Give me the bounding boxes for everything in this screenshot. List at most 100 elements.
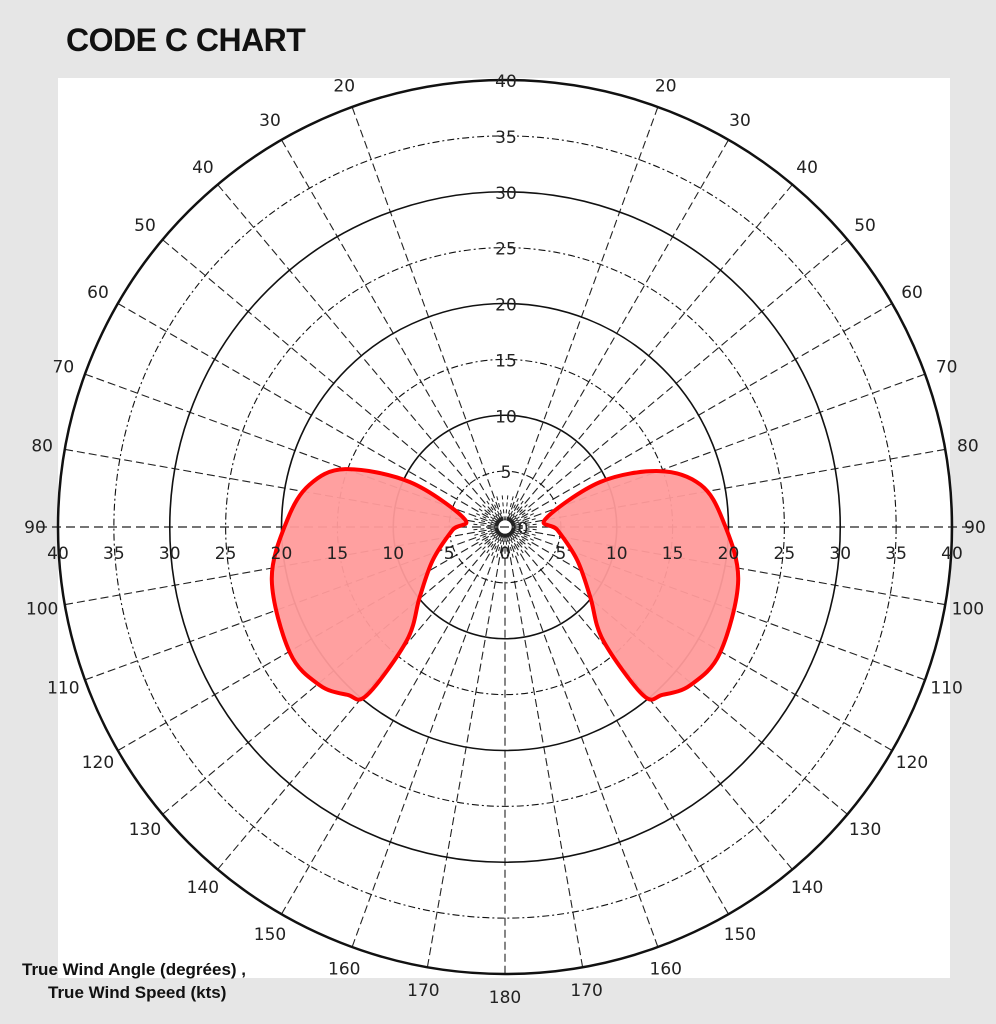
radial-gridline-170 bbox=[426, 533, 505, 968]
angle-tick-label: 40 bbox=[796, 158, 818, 178]
angle-tick-label: 50 bbox=[134, 216, 156, 236]
radial-gridline-50 bbox=[509, 239, 848, 524]
radial-gridline-minor bbox=[507, 532, 520, 558]
radial-gridline-20 bbox=[351, 106, 504, 521]
angle-tick-label: 100 bbox=[26, 600, 58, 620]
radial-gridline-minor bbox=[510, 512, 536, 525]
radial-gridline-minor bbox=[511, 527, 539, 531]
speed-tick-label: 0 bbox=[518, 519, 529, 539]
radial-gridline-30 bbox=[281, 139, 503, 522]
radial-gridline-minor bbox=[485, 499, 502, 522]
speed-ring-25 bbox=[225, 247, 785, 807]
radial-gridline-minor bbox=[509, 502, 530, 523]
angle-tick-label: 20 bbox=[333, 76, 355, 96]
radial-gridline-20 bbox=[506, 106, 659, 521]
axis-label: True Wind Angle (degrées) , True Wind Sp… bbox=[22, 958, 246, 1004]
speed-tick-label: 40 bbox=[495, 72, 517, 92]
radial-gridline-minor bbox=[510, 529, 536, 542]
speed-tick-label: 10 bbox=[495, 407, 517, 427]
speed-tick-label: 25 bbox=[774, 544, 796, 564]
radial-gridline-60 bbox=[510, 303, 893, 525]
radial-gridline-minor bbox=[501, 493, 505, 521]
speed-ring-20 bbox=[280, 302, 730, 752]
radial-gridline-40 bbox=[217, 184, 502, 523]
angle-tick-label: 160 bbox=[328, 960, 360, 980]
angle-tick-label: 70 bbox=[53, 357, 75, 377]
speed-tick-label: 30 bbox=[829, 544, 851, 564]
radial-gridline-minor bbox=[501, 533, 505, 561]
radial-gridline-40 bbox=[508, 184, 793, 523]
radial-gridline-minor bbox=[495, 533, 504, 560]
angle-tick-label: 50 bbox=[854, 216, 876, 236]
speed-tick-label: 25 bbox=[215, 544, 237, 564]
radial-gridline-minor bbox=[477, 530, 500, 547]
angle-tick-label: 120 bbox=[896, 753, 928, 773]
radial-gridline-minor bbox=[490, 496, 503, 522]
radial-gridline-160 bbox=[351, 533, 504, 948]
angle-tick-label: 130 bbox=[129, 820, 161, 840]
angle-tick-label: 30 bbox=[259, 111, 281, 131]
angle-tick-label: 90 bbox=[24, 518, 46, 538]
radial-gridline-minor bbox=[511, 528, 538, 537]
radial-gridline-minor bbox=[474, 512, 500, 525]
radial-gridline-minor bbox=[485, 532, 502, 555]
speed-tick-label: 35 bbox=[495, 128, 517, 148]
speed-tick-label: 5 bbox=[444, 544, 455, 564]
radial-gridline-60 bbox=[117, 303, 500, 525]
speed-tick-label: 15 bbox=[327, 544, 349, 564]
angle-tick-label: 70 bbox=[936, 357, 958, 377]
angle-tick-label: 90 bbox=[964, 518, 986, 538]
speed-tick-label: 20 bbox=[718, 544, 740, 564]
radial-gridline-minor bbox=[495, 494, 504, 521]
radial-gridline-minor bbox=[508, 499, 525, 522]
speed-tick-label: 25 bbox=[495, 240, 517, 260]
sail-range-port bbox=[269, 467, 469, 702]
speed-tick-label: 15 bbox=[495, 351, 517, 371]
angle-tick-label: 30 bbox=[729, 111, 751, 131]
angle-tick-label: 140 bbox=[187, 878, 219, 898]
radial-gridline-150 bbox=[507, 532, 729, 915]
angle-tick-label: 120 bbox=[82, 753, 114, 773]
speed-tick-label: 10 bbox=[606, 544, 628, 564]
radial-gridline-50 bbox=[162, 239, 501, 524]
radial-gridline-minor bbox=[505, 533, 509, 561]
sail-range-starboard bbox=[541, 469, 741, 702]
radial-gridline-minor bbox=[490, 532, 503, 558]
radial-gridline-30 bbox=[507, 139, 729, 522]
speed-ring-30 bbox=[168, 190, 842, 864]
angle-tick-label: 80 bbox=[31, 436, 53, 456]
angle-tick-label: 60 bbox=[87, 283, 109, 303]
radial-gridline-minor bbox=[472, 528, 499, 537]
radial-gridline-minor bbox=[511, 523, 539, 527]
angle-tick-label: 170 bbox=[570, 981, 602, 1001]
angle-tick-label: 160 bbox=[650, 960, 682, 980]
radial-gridline-minor bbox=[507, 496, 520, 522]
radial-gridline-minor bbox=[480, 531, 501, 552]
angle-tick-label: 140 bbox=[791, 878, 823, 898]
radial-gridline-170 bbox=[505, 533, 584, 968]
chart-title: CODE C CHART bbox=[66, 22, 306, 58]
radial-gridline-minor bbox=[506, 533, 515, 560]
angle-tick-label: 80 bbox=[957, 436, 979, 456]
angle-tick-label: 180 bbox=[489, 988, 521, 1008]
speed-tick-label: 30 bbox=[495, 184, 517, 204]
radial-gridline-150 bbox=[281, 532, 503, 915]
speed-tick-label: 15 bbox=[662, 544, 684, 564]
radial-gridline-minor bbox=[471, 523, 499, 527]
radial-gridline-minor bbox=[510, 507, 533, 524]
angle-tick-label: 130 bbox=[849, 820, 881, 840]
angle-tick-label: 60 bbox=[901, 283, 923, 303]
radial-gridline-minor bbox=[506, 494, 515, 521]
speed-tick-label: 30 bbox=[159, 544, 181, 564]
speed-tick-label: 5 bbox=[501, 463, 512, 483]
speed-tick-label: 35 bbox=[103, 544, 125, 564]
speed-ring-35 bbox=[113, 135, 897, 919]
speed-tick-label: 40 bbox=[941, 544, 963, 564]
radial-gridline-minor bbox=[509, 531, 530, 552]
speed-tick-label: 5 bbox=[555, 544, 566, 564]
angle-tick-label: 40 bbox=[192, 158, 214, 178]
speed-tick-label: 0 bbox=[500, 544, 511, 564]
speed-ring-40 bbox=[56, 78, 954, 976]
angle-tick-label: 150 bbox=[254, 925, 286, 945]
speed-tick-label: 20 bbox=[495, 296, 517, 316]
